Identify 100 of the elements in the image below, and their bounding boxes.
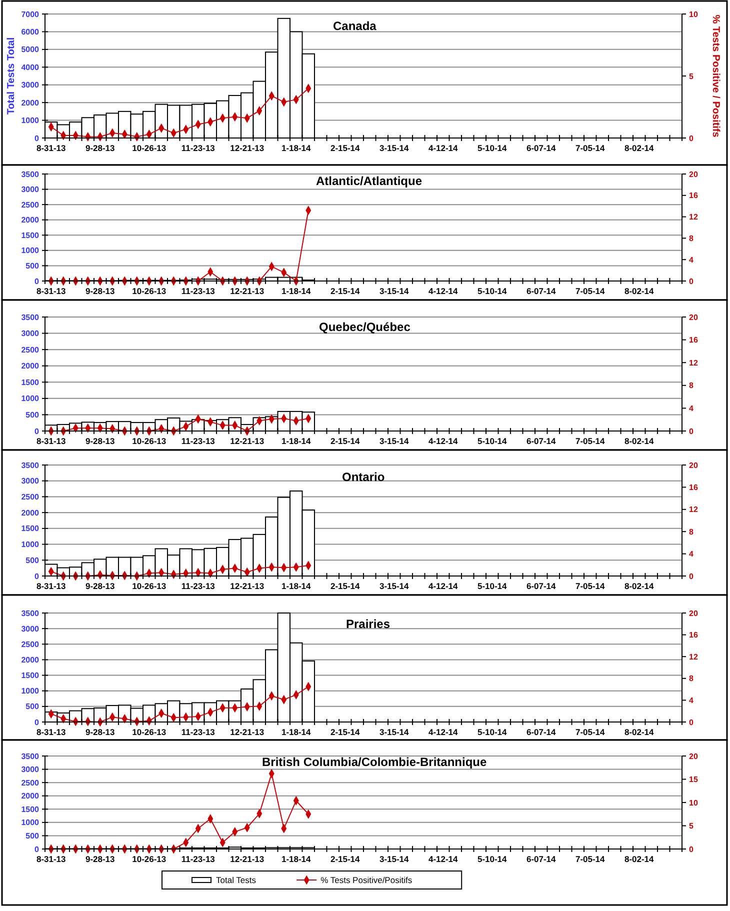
x-tick-label: 7-05-14 <box>575 854 606 864</box>
y2-tick-label: 5 <box>689 822 694 831</box>
x-tick-label: 3-15-14 <box>379 727 410 737</box>
x-tick-label: 12-21-13 <box>230 143 264 153</box>
y2-tick-label: 12 <box>689 505 698 514</box>
y-tick-label: 3000 <box>21 185 40 194</box>
text: Ontario <box>342 470 385 484</box>
x-tick-label: 10-26-13 <box>132 143 166 153</box>
x-tick-label: 8-02-14 <box>624 143 654 153</box>
y-tick-label: 2000 <box>21 508 40 518</box>
y2-tick-label: 20 <box>689 752 698 761</box>
y-tick-label: 2500 <box>21 778 40 788</box>
y-tick-label: 0 <box>34 572 40 581</box>
x-tick-label: 3-15-14 <box>379 143 410 153</box>
y2-tick-label: 8 <box>689 527 694 536</box>
y2-tick-label: 0 <box>689 844 694 854</box>
y2-tick-label: 8 <box>689 234 694 243</box>
y-tick-label: 3500 <box>21 608 40 618</box>
y-tick-label: 1500 <box>21 524 40 534</box>
y2-tick-label: 16 <box>689 483 698 492</box>
chart-title: Atlantic/Atlantique <box>316 174 422 188</box>
x-tick-label: 8-31-13 <box>36 286 66 296</box>
y-tick-label: 3000 <box>21 624 40 634</box>
y-tick-label: 3500 <box>21 312 40 322</box>
y2-tick-label: 16 <box>689 336 698 345</box>
x-tick-label: 3-15-14 <box>379 581 410 591</box>
x-tick-label: 3-15-14 <box>379 286 410 296</box>
x-tick-label: 6-07-14 <box>526 143 556 153</box>
y-tick-label: 2500 <box>21 492 40 502</box>
y-tick-label: 2500 <box>21 640 40 649</box>
x-tick-label: 11-23-13 <box>181 286 216 296</box>
y-tick-label: 6000 <box>21 28 40 37</box>
x-tick-label: 10-26-13 <box>132 581 166 591</box>
x-tick-label: 2-15-14 <box>330 581 360 591</box>
x-tick-label: 2-15-14 <box>330 286 360 296</box>
x-tick-label: 8-02-14 <box>624 286 654 296</box>
y-tick-label: 1000 <box>21 686 40 696</box>
x-tick-label: 6-07-14 <box>526 581 556 591</box>
y-tick-label: 1000 <box>21 246 40 256</box>
y2-tick-label: 16 <box>689 630 698 640</box>
y-tick-label: 5000 <box>21 45 40 54</box>
x-tick-label: 12-21-13 <box>230 854 264 864</box>
y-tick-label: 3000 <box>21 765 40 774</box>
y2-axis-title: % Tests Positive / Positifs <box>710 14 721 138</box>
x-tick-label: 1-18-14 <box>281 143 312 153</box>
y2-tick-label: 20 <box>689 460 698 470</box>
x-tick-label: 11-23-13 <box>181 581 216 591</box>
chart-title: British Columbia/Colombie-Britannique <box>262 755 487 769</box>
x-tick-label: 4-12-14 <box>428 581 458 591</box>
x-tick-label: 12-21-13 <box>230 286 264 296</box>
x-tick-label: 7-05-14 <box>575 143 606 153</box>
y-tick-label: 4000 <box>21 62 40 72</box>
y2-tick-label: 20 <box>689 170 698 179</box>
y-tick-label: 2000 <box>21 98 40 108</box>
x-tick-label: 9-28-13 <box>85 286 116 296</box>
y-tick-label: 3000 <box>21 476 40 486</box>
y-tick-label: 500 <box>26 410 40 420</box>
x-tick-label: 9-28-13 <box>85 436 116 446</box>
x-tick-label: 11-23-13 <box>181 854 216 864</box>
x-tick-label: 9-28-13 <box>85 854 116 864</box>
chart-title: Prairies <box>346 617 390 631</box>
y2-tick-label: 15 <box>689 775 698 784</box>
y2-tick-label: 0 <box>689 134 694 143</box>
x-tick-label: 8-02-14 <box>624 581 654 591</box>
y-tick-label: 0 <box>34 134 40 143</box>
y2-tick-label: 20 <box>689 608 698 618</box>
y-tick-label: 2000 <box>21 792 40 801</box>
x-tick-label: 6-07-14 <box>526 436 556 446</box>
x-tick-label: 6-07-14 <box>526 286 556 296</box>
y-axis-title: Total Tests Total <box>6 37 17 115</box>
y-tick-label: 2500 <box>21 345 40 354</box>
y-tick-label: 3500 <box>21 460 40 470</box>
y2-tick-label: 8 <box>689 674 694 684</box>
y-tick-label: 1000 <box>21 116 40 126</box>
x-tick-label: 8-31-13 <box>36 581 66 591</box>
y2-tick-label: 12 <box>689 652 698 662</box>
y-tick-label: 0 <box>34 276 40 286</box>
y2-tick-label: 4 <box>689 404 694 413</box>
y2-tick-label: 12 <box>689 212 698 222</box>
y-tick-label: 500 <box>26 262 40 271</box>
y2-tick-label: 10 <box>689 798 698 808</box>
y2-tick-label: 4 <box>689 696 694 705</box>
y-tick-label: 2500 <box>21 200 40 210</box>
x-tick-label: 5-10-14 <box>477 436 508 446</box>
x-tick-label: 4-12-14 <box>428 143 458 153</box>
y-tick-label: 1500 <box>21 378 40 387</box>
y2-tick-label: 0 <box>689 572 694 581</box>
y-tick-label: 7000 <box>21 10 40 19</box>
x-tick-label: 12-21-13 <box>230 727 264 737</box>
x-tick-label: 8-31-13 <box>36 143 66 153</box>
y-tick-label: 2000 <box>21 362 40 371</box>
y-tick-label: 1500 <box>21 804 40 814</box>
x-tick-label: 6-07-14 <box>526 854 556 864</box>
x-tick-label: 9-28-13 <box>85 581 116 591</box>
y2-tick-label: 4 <box>689 255 694 264</box>
x-tick-label: 8-31-13 <box>36 727 66 737</box>
x-tick-label: 8-02-14 <box>624 727 654 737</box>
y-tick-label: 500 <box>26 702 40 712</box>
x-tick-label: 8-02-14 <box>624 854 654 864</box>
x-tick-label: 5-10-14 <box>477 727 508 737</box>
